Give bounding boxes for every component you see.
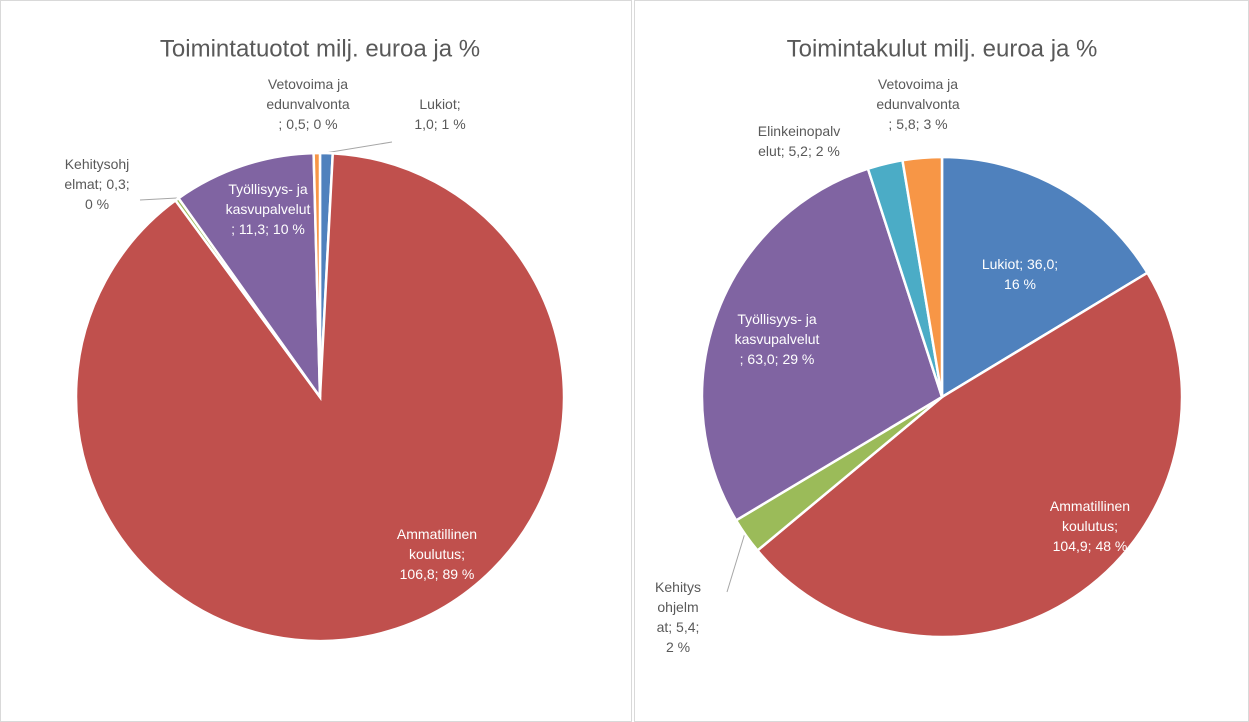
data-label: Kehitysohj elmat; 0,3; 0 % bbox=[64, 156, 129, 212]
label-line: Vetovoima ja bbox=[878, 76, 958, 92]
label-line: Kehitysohj bbox=[65, 156, 130, 172]
data-label: Työllisyys- ja kasvupalvelut ; 63,0; 29 % bbox=[735, 311, 820, 367]
label-line: Työllisyys- ja bbox=[737, 311, 817, 327]
label-line: 0 % bbox=[85, 196, 109, 212]
leader-line bbox=[324, 141, 393, 154]
data-label: Ammatillinen koulutus; 106,8; 89 % bbox=[397, 526, 477, 582]
data-label: Elinkeinopalv elut; 5,2; 2 % bbox=[758, 123, 841, 159]
label-line: koulutus; bbox=[1062, 518, 1118, 534]
label-line: ; 5,8; 3 % bbox=[888, 116, 947, 132]
data-label: Lukiot; 1,0; 1 % bbox=[414, 96, 465, 132]
label-line: 106,8; 89 % bbox=[400, 566, 475, 582]
data-label: Vetovoima ja edunvalvonta ; 0,5; 0 % bbox=[266, 76, 350, 132]
label-line: Kehitys bbox=[655, 579, 701, 595]
label-line: kasvupalvelut bbox=[226, 201, 311, 217]
chart-title: Toimintatuotot milj. euroa ja % bbox=[160, 35, 480, 62]
pie-slice bbox=[901, 155, 944, 398]
data-label: Kehitys ohjelm at; 5,4; 2 % bbox=[655, 579, 701, 655]
label-line: edunvalvonta bbox=[266, 96, 350, 112]
label-line: 1,0; 1 % bbox=[414, 116, 465, 132]
label-line: 16 % bbox=[1004, 276, 1036, 292]
label-line: Ammatillinen bbox=[397, 526, 477, 542]
label-line: ; 11,3; 10 % bbox=[231, 221, 305, 237]
label-line: elut; 5,2; 2 % bbox=[758, 143, 840, 159]
pie-slice bbox=[312, 151, 322, 398]
label-line: 104,9; 48 % bbox=[1053, 538, 1128, 554]
pie-slice bbox=[755, 271, 1184, 639]
label-line: Vetovoima ja bbox=[268, 76, 348, 92]
label-line: Ammatillinen bbox=[1050, 498, 1130, 514]
label-line: edunvalvonta bbox=[876, 96, 960, 112]
label-line: ohjelm bbox=[657, 599, 698, 615]
label-line: 2 % bbox=[666, 639, 690, 655]
label-line: at; 5,4; bbox=[657, 619, 700, 635]
pie-slice bbox=[176, 151, 322, 402]
label-line: kasvupalvelut bbox=[735, 331, 820, 347]
chart-title: Toimintakulut milj. euroa ja % bbox=[787, 35, 1098, 62]
pie-slice bbox=[700, 167, 944, 523]
label-line: koulutus; bbox=[409, 546, 465, 562]
data-label: Ammatillinen koulutus; 104,9; 48 % bbox=[1050, 498, 1130, 554]
leader-line bbox=[726, 532, 746, 593]
pie-slice bbox=[940, 155, 1150, 400]
data-label: Vetovoima ja edunvalvonta ; 5,8; 3 % bbox=[876, 76, 960, 132]
label-line: ; 63,0; 29 % bbox=[740, 351, 815, 367]
data-label: Työllisyys- ja kasvupalvelut ; 11,3; 10 % bbox=[226, 181, 311, 237]
label-line: Lukiot; 36,0; bbox=[982, 256, 1058, 272]
label-line: Elinkeinopalv bbox=[758, 123, 841, 139]
label-line: Lukiot; bbox=[419, 96, 460, 112]
label-line: ; 0,5; 0 % bbox=[278, 116, 337, 132]
leader-line bbox=[139, 197, 178, 201]
label-line: Työllisyys- ja bbox=[228, 181, 308, 197]
label-line: elmat; 0,3; bbox=[64, 176, 129, 192]
data-label: Lukiot; 36,0; 16 % bbox=[982, 256, 1058, 292]
